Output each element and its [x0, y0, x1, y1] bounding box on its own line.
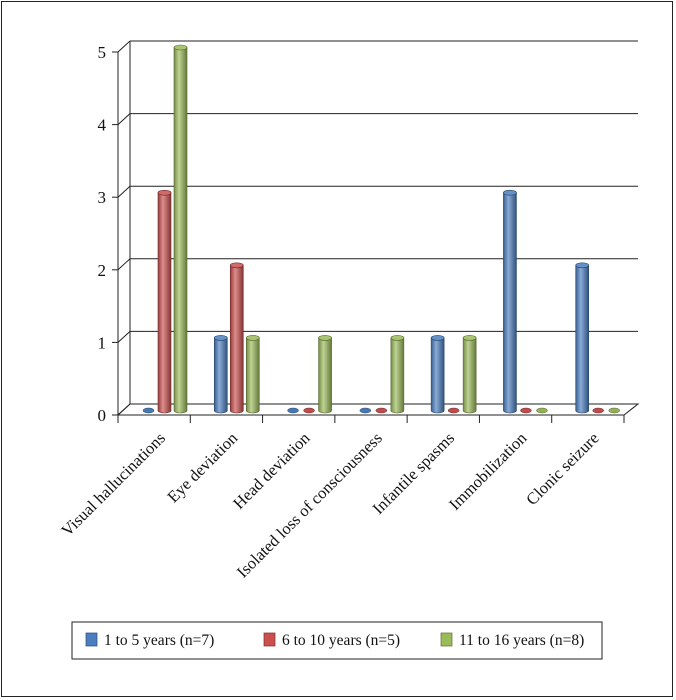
- bar-eye-deviation-1: [213, 335, 228, 414]
- y-tick-label-1: 1: [98, 333, 107, 352]
- x-tick-label-visual-hallucinations: Visual hallucinations: [57, 428, 169, 540]
- bar-isolated-loss-of-consciousness-3: [390, 335, 405, 414]
- bar-infantile-spasms-3: [462, 335, 477, 414]
- y-tick-label-0: 0: [98, 406, 107, 425]
- x-tick-label-clonic-seizure: Clonic seizure: [522, 428, 602, 508]
- legend-item-11-to-16-years-n-8: 11 to 16 years (n=8): [440, 632, 584, 649]
- bar-head-deviation-1: [287, 407, 299, 414]
- bar-infantile-spasms-1: [430, 335, 445, 414]
- legend-item-1-to-5-years-n-7: 1 to 5 years (n=7): [85, 632, 214, 649]
- bar-head-deviation-3: [318, 335, 332, 414]
- bar-clonic-seizure-1: [575, 262, 590, 414]
- gridlines: [117, 40, 638, 416]
- bar-visual-hallucinations-3: [173, 44, 188, 414]
- bar-immobilization-3: [536, 407, 548, 414]
- gridline-depth-3: [117, 185, 131, 198]
- bar-infantile-spasms-2: [447, 407, 460, 414]
- bar-visual-hallucinations-2: [157, 189, 172, 414]
- x-tick-label-eye-deviation: Eye deviation: [163, 428, 241, 506]
- bar-eye-deviation-3: [245, 335, 260, 414]
- legend: 1 to 5 years (n=7) 6 to 10 years (n=5) 11 …: [71, 621, 603, 660]
- x-tick-label-isolated-loss-of-consciousness: Isolated loss of consciousness: [233, 428, 386, 581]
- legend-label: 6 to 10 years (n=5): [282, 632, 400, 649]
- series-6-to-10-years-n-5: [157, 189, 604, 414]
- y-tick-label-4: 4: [98, 116, 107, 135]
- bar-immobilization-1: [503, 189, 517, 414]
- legend-box: [71, 621, 603, 660]
- y-axis-ticks: 0 1 2 3 4 5: [98, 43, 118, 425]
- x-tick-label-immobilization: Immobilization: [445, 428, 530, 513]
- series-1-to-5-years-n-7: [142, 189, 590, 414]
- y-tick-label-3: 3: [98, 188, 107, 207]
- legend-item-6-to-10-years-n-5: 6 to 10 years (n=5): [263, 632, 400, 649]
- axes: [116, 41, 640, 423]
- gridline-depth-1: [117, 331, 131, 343]
- gridline-depth-5: [117, 40, 131, 53]
- legend-swatch: [263, 632, 276, 647]
- y-tick-label-5: 5: [98, 43, 107, 62]
- legend-label: 1 to 5 years (n=7): [104, 632, 214, 649]
- bar-isolated-loss-of-consciousness-2: [375, 407, 388, 414]
- legend-swatch: [85, 632, 98, 647]
- bar-clonic-seizure-2: [592, 407, 604, 414]
- bar-clonic-seizure-3: [608, 407, 620, 414]
- bar-visual-hallucinations-1: [142, 407, 155, 414]
- legend-label: 11 to 16 years (n=8): [459, 632, 584, 649]
- bar-head-deviation-2: [303, 407, 315, 414]
- bar-isolated-loss-of-consciousness-1: [359, 407, 372, 414]
- bar-eye-deviation-2: [229, 262, 244, 414]
- bars: [142, 44, 620, 414]
- gridline-depth-4: [117, 113, 131, 125]
- series-11-to-16-years-n-8: [173, 44, 620, 414]
- legend-swatch: [440, 632, 453, 647]
- y-tick-label-2: 2: [98, 261, 107, 280]
- bar-immobilization-2: [520, 407, 532, 414]
- floor: [116, 403, 640, 416]
- gridline-depth-2: [117, 258, 131, 271]
